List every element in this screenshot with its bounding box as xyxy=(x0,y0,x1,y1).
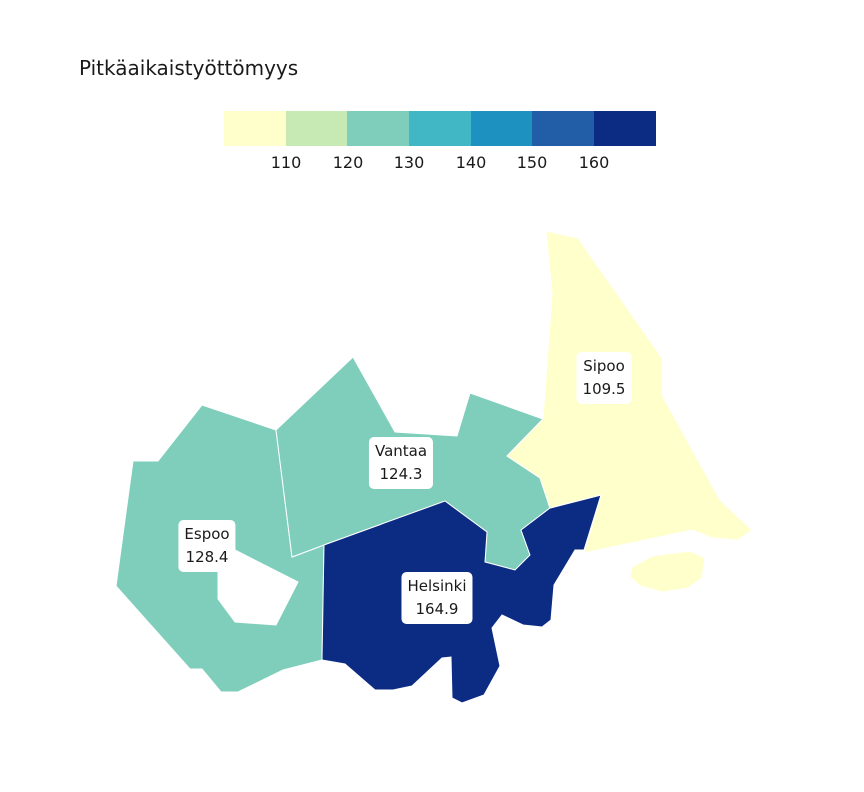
label-sipoo: Sipoo 109.5 xyxy=(576,352,632,404)
legend-tick: 110 xyxy=(270,153,302,172)
legend-swatch-2 xyxy=(285,111,348,146)
legend-tick: 140 xyxy=(455,153,487,172)
legend-swatch-1 xyxy=(224,111,286,146)
label-vantaa: Vantaa 124.3 xyxy=(368,437,434,489)
legend-swatch-3 xyxy=(347,111,410,146)
legend-tick: 130 xyxy=(393,153,425,172)
region-name: Espoo xyxy=(184,525,230,543)
label-espoo: Espoo 128.4 xyxy=(178,520,236,572)
legend-swatch-4 xyxy=(409,111,471,146)
region-value: 124.3 xyxy=(379,465,423,483)
region-value: 128.4 xyxy=(185,548,229,566)
map-title: Pitkäaikaistyöttömyys xyxy=(79,56,299,80)
legend-tick: 150 xyxy=(516,153,548,172)
legend-swatch-7 xyxy=(594,111,656,146)
region-value: 164.9 xyxy=(415,600,459,618)
region-name: Sipoo xyxy=(583,357,625,375)
legend-tick: 120 xyxy=(332,153,364,172)
region-name: Helsinki xyxy=(407,577,467,595)
color-legend xyxy=(224,111,656,146)
legend-tick: 160 xyxy=(578,153,610,172)
legend-ticks: 110 120 130 140 150 160 xyxy=(0,153,864,175)
region-name: Vantaa xyxy=(374,442,428,460)
legend-swatch-6 xyxy=(532,111,595,146)
label-helsinki: Helsinki 164.9 xyxy=(401,572,473,624)
region-sipoo[interactable] xyxy=(506,230,753,593)
legend-swatch-5 xyxy=(470,111,533,146)
region-value: 109.5 xyxy=(582,380,626,398)
